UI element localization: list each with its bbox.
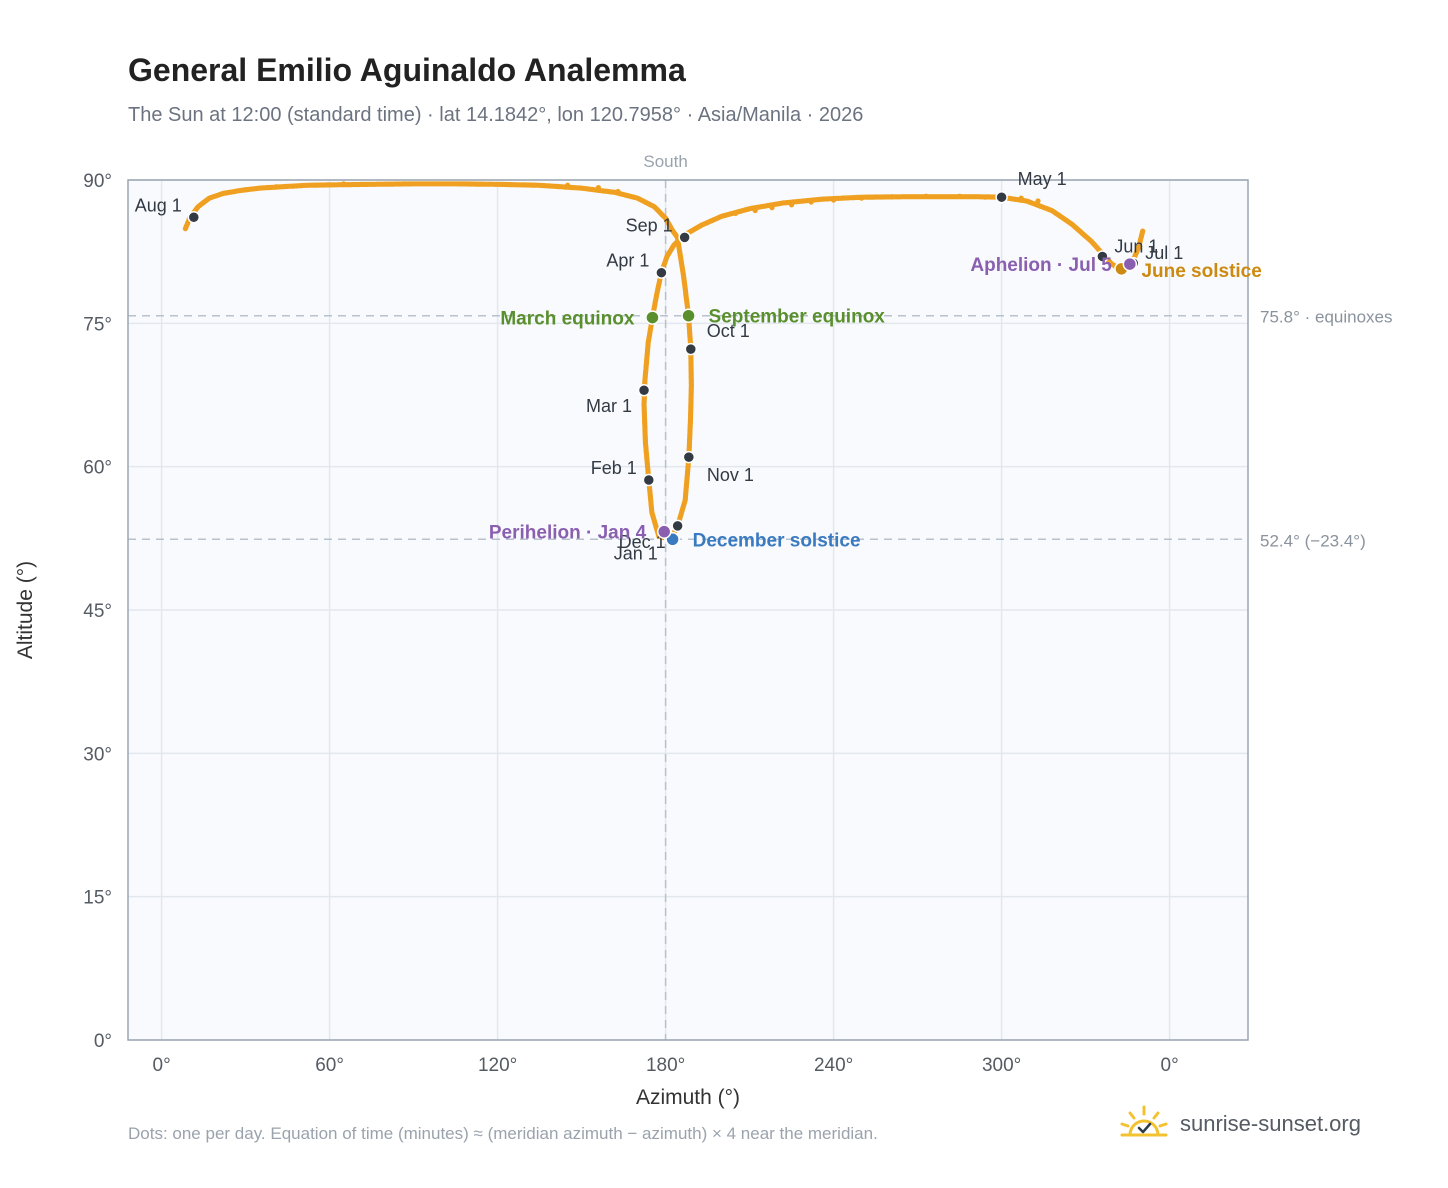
x-tick-label: 0° <box>1161 1055 1179 1076</box>
month-marker <box>671 519 684 533</box>
plot-frame <box>127 179 1249 1041</box>
month-marker <box>637 383 651 397</box>
day-dot <box>923 193 929 199</box>
month-marker <box>995 190 1008 204</box>
day-dot <box>808 199 814 205</box>
brand[interactable]: sunrise-sunset.org <box>1118 1100 1361 1148</box>
x-axis-label: Azimuth (°) <box>636 1086 740 1109</box>
y-tick-label: 30° <box>83 744 112 765</box>
month-label: Feb 1 <box>591 458 637 478</box>
event-label: Perihelion · Jan 4 <box>489 523 647 544</box>
x-tick-label: 180° <box>646 1055 685 1076</box>
month-label: Nov 1 <box>707 465 754 485</box>
sun-logo-icon <box>1120 1105 1168 1137</box>
day-dot <box>1035 198 1041 204</box>
x-tick-label: 0° <box>153 1055 171 1076</box>
month-label: Jan 1 <box>614 543 658 563</box>
event-label: September equinox <box>709 307 886 328</box>
day-dot <box>243 186 249 193</box>
day-dot <box>595 185 602 191</box>
day-dot <box>982 194 988 200</box>
month-marker <box>678 231 691 244</box>
month-label: Apr 1 <box>606 251 649 271</box>
event-marker <box>656 524 672 539</box>
month-marker <box>642 473 656 487</box>
x-tick-label: 120° <box>478 1055 517 1076</box>
axis-ticks: 0° 60° 120° 180° 240° 300° 0° 0° 15° 30° 45° 60° 75°… <box>83 171 1178 1076</box>
chart-title: General Emilio Aguinaldo Analemma <box>128 52 686 88</box>
event-marker <box>645 310 660 325</box>
day-dot <box>889 194 896 200</box>
brand-name: sunrise-sunset.org <box>1180 1111 1361 1136</box>
month-label: Oct 1 <box>707 321 750 341</box>
month-label: Jul 1 <box>1145 243 1183 263</box>
y-tick-label: 75° <box>83 314 112 335</box>
x-tick-label: 60° <box>315 1055 344 1076</box>
month-marker <box>1096 250 1109 263</box>
event-marker <box>681 308 696 323</box>
month-label: Aug 1 <box>135 195 182 215</box>
day-dot <box>565 182 571 188</box>
day-dot <box>1140 228 1146 234</box>
month-marker <box>684 342 698 356</box>
x-tick-label: 240° <box>814 1055 853 1076</box>
event-markers: March equinox September equinox December s… <box>489 255 1262 551</box>
day-dot <box>733 210 739 217</box>
month-marker <box>655 266 668 279</box>
event-label: June solstice <box>1141 261 1261 282</box>
day-dot <box>859 195 865 201</box>
footnote: Dots: one per day. Equation of time (min… <box>128 1124 878 1143</box>
event-label: December solstice <box>693 530 861 551</box>
day-dot <box>1018 195 1024 201</box>
y-tick-label: 0° <box>94 1031 112 1052</box>
event-label: March equinox <box>500 309 635 330</box>
day-dot <box>273 184 279 190</box>
day-dot <box>957 193 963 199</box>
event-marker <box>1122 256 1138 272</box>
month-marker <box>682 450 696 464</box>
day-dot <box>831 197 837 203</box>
month-label: Jun 1 <box>1114 236 1158 256</box>
y-tick-label: 15° <box>83 888 112 909</box>
day-dot <box>789 202 795 208</box>
y-tick-label: 45° <box>83 601 112 622</box>
month-label: Mar 1 <box>586 396 632 416</box>
month-label: Dec 1 <box>619 532 666 552</box>
month-label: May 1 <box>1018 169 1067 189</box>
day-dot <box>615 188 621 195</box>
day-dot <box>769 205 775 211</box>
y-tick-label: 90° <box>83 171 112 192</box>
day-dot <box>467 181 473 187</box>
event-label: Aphelion · Jul 5 <box>970 255 1112 276</box>
y-tick-label: 60° <box>83 458 112 479</box>
month-marker <box>187 211 201 224</box>
month-label: Sep 1 <box>626 215 673 235</box>
chart-subtitle: The Sun at 12:00 (standard time) · lat 1… <box>128 104 864 126</box>
x-tick-label: 300° <box>982 1055 1021 1076</box>
grid <box>128 179 1248 1041</box>
altitude-reference-label: 75.8° · equinoxes <box>1260 308 1393 327</box>
day-dot <box>341 181 347 187</box>
day-dot <box>752 207 758 214</box>
south-label: South <box>643 152 687 171</box>
y-axis-label: Altitude (°) <box>14 561 37 659</box>
analemma-path <box>182 181 1146 541</box>
altitude-reference-label: 52.4° (−23.4°) <box>1260 531 1366 550</box>
